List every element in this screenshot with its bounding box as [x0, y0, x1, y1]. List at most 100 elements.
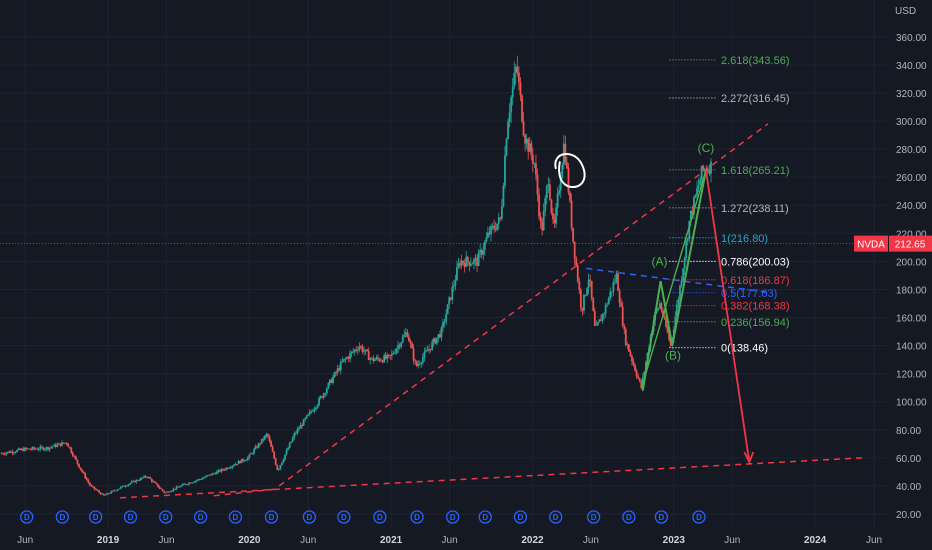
wave-label: (C)	[698, 141, 715, 155]
dividend-marker[interactable]: D	[264, 510, 279, 524]
candle-body	[485, 237, 488, 242]
candle-body	[370, 357, 373, 359]
x-tick-label: Jun	[583, 535, 599, 546]
wave-label: (B)	[665, 349, 681, 363]
candle-body	[333, 372, 336, 378]
candle-body	[677, 298, 680, 305]
dividend-badge-label: D	[163, 513, 169, 522]
candle-body	[697, 185, 700, 189]
dividend-marker[interactable]: D	[228, 510, 243, 524]
candle-body	[19, 448, 22, 450]
candle-body	[281, 462, 283, 466]
candle-body	[28, 448, 31, 450]
dividend-marker[interactable]: D	[193, 510, 208, 524]
candle-body	[6, 451, 9, 453]
candle-body	[223, 469, 226, 471]
x-tick-label: 2019	[97, 535, 120, 546]
candle-body	[56, 444, 59, 447]
dividend-marker[interactable]: D	[513, 510, 528, 524]
candle-body	[462, 260, 465, 263]
candle-body	[527, 138, 530, 152]
candle-body	[23, 447, 26, 452]
candle-body	[251, 453, 254, 455]
y-tick-label: 20.00	[896, 510, 921, 521]
dividend-marker[interactable]: D	[586, 510, 601, 524]
candle-body	[194, 480, 197, 483]
candle-body	[395, 348, 398, 353]
candle-body	[76, 459, 79, 464]
neckline-trendline	[586, 267, 768, 293]
dividend-marker[interactable]: D	[302, 510, 317, 524]
candle-body	[152, 481, 155, 483]
candle-body	[434, 338, 437, 344]
dividend-marker[interactable]: D	[373, 510, 387, 524]
candle-body	[538, 194, 540, 217]
candle-body	[425, 350, 427, 352]
fib-level-label: 0.5(177.63)	[721, 288, 777, 300]
dividend-marker[interactable]: D	[549, 510, 563, 524]
candle-body	[234, 464, 237, 466]
dividend-marker[interactable]: D	[55, 510, 69, 524]
dividend-marker[interactable]: D	[88, 510, 103, 524]
dividend-marker[interactable]: D	[692, 510, 706, 524]
candle-body	[175, 486, 178, 490]
candle-body	[285, 450, 288, 455]
candle-body	[186, 484, 189, 486]
candle-body	[488, 232, 491, 235]
candle-body	[556, 193, 559, 208]
dividend-badge-ring	[302, 510, 317, 524]
candle-body	[595, 324, 598, 326]
candle-body	[679, 285, 681, 299]
candle-body	[665, 317, 667, 327]
candle-body	[632, 361, 635, 365]
candle-body	[22, 448, 25, 452]
candle-body	[420, 362, 423, 364]
candle-body	[352, 351, 355, 353]
candle-body	[95, 489, 97, 490]
candle-body	[459, 263, 461, 266]
candle-body	[20, 448, 23, 450]
candle-body	[123, 485, 125, 487]
dividend-badge-ring	[478, 510, 492, 524]
candle-body	[445, 314, 448, 322]
dividend-badge-ring	[373, 510, 387, 524]
candle-body	[101, 493, 104, 495]
candle-body	[381, 360, 384, 363]
candle-body	[268, 436, 271, 442]
dividend-badge-ring	[228, 510, 243, 524]
candle-body	[573, 241, 576, 259]
candle-body	[121, 485, 124, 487]
dividend-marker[interactable]: D	[622, 510, 636, 524]
candle-body	[519, 82, 522, 96]
dividend-marker[interactable]: D	[20, 510, 34, 524]
candle-body	[361, 346, 364, 352]
candle-body	[214, 473, 217, 475]
candle-body	[446, 304, 449, 315]
candle-body	[353, 349, 356, 352]
candle-body	[508, 112, 511, 122]
candle-body	[435, 337, 438, 344]
candle-body	[490, 225, 492, 235]
candle-body	[355, 349, 358, 351]
candle-body	[476, 257, 478, 266]
candle-body	[274, 458, 277, 465]
candle-body	[217, 470, 220, 472]
candle-body	[73, 456, 76, 457]
candle-body	[499, 217, 502, 219]
fib-level-label: 0.786(200.03)	[721, 256, 790, 268]
candle-body	[276, 464, 279, 470]
candle-body	[304, 418, 307, 420]
dividend-marker[interactable]: D	[337, 510, 351, 524]
candle-body	[600, 319, 602, 321]
candle-body	[491, 225, 494, 227]
dividend-marker[interactable]: D	[446, 510, 460, 524]
dividend-marker[interactable]: D	[159, 510, 173, 524]
dividend-marker[interactable]: D	[410, 510, 424, 524]
dividend-marker[interactable]: D	[654, 510, 669, 524]
dividend-marker[interactable]: D	[478, 510, 492, 524]
candle-body	[657, 307, 660, 310]
dividend-marker[interactable]: D	[123, 510, 138, 524]
x-tick-label: 2023	[663, 535, 686, 546]
